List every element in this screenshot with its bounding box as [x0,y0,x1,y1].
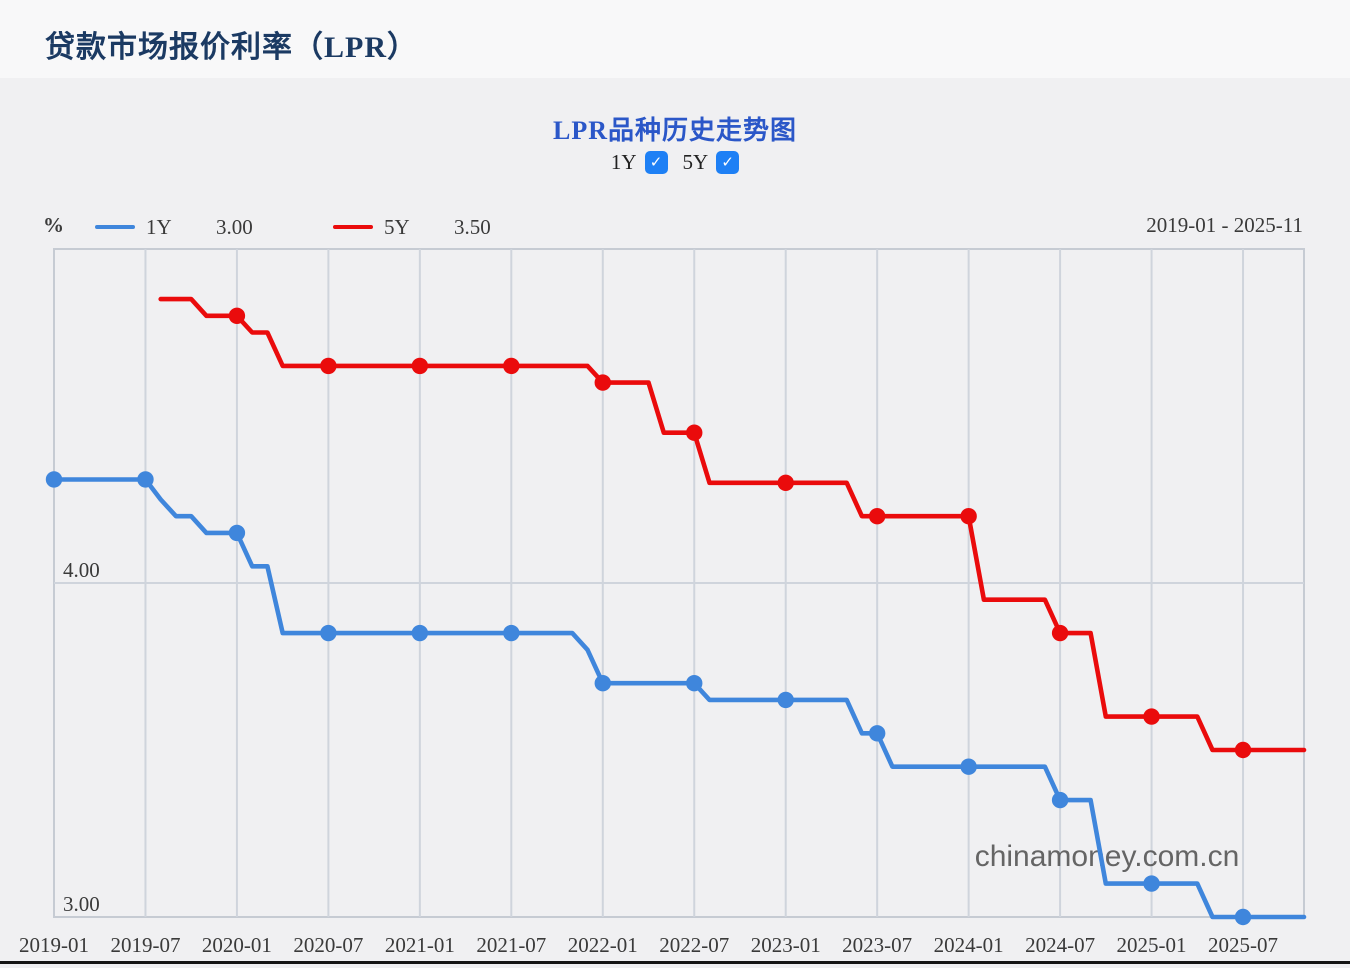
x-tick-label: 2019-07 [110,933,180,957]
date-range-label: 2019-01 - 2025-11 [1146,213,1303,237]
y-axis-unit-label: % [43,213,64,237]
toggle-label-5y: 5Y [682,149,709,174]
data-point-1y [960,758,977,775]
data-point-1y [777,691,794,709]
data-point-1y [411,624,429,642]
series-line-1y [51,477,1307,920]
y-tick-label: 3.00 [63,892,100,916]
legend-label-5y: 5Y [384,214,410,239]
data-point-1y [503,624,520,642]
checkmark-icon: ✓ [649,153,663,171]
x-tick-label: 2023-01 [751,933,821,957]
data-point-1y [137,471,154,488]
data-point-1y [1051,791,1069,809]
legend-value-1y: 3.00 [216,214,253,239]
legend-item-5y: 5Y 3.50 [333,212,491,242]
checkmark-icon: ✓ [721,153,734,171]
x-tick-label: 2021-07 [476,933,546,957]
legend-item-1y: 1Y 3.00 [95,212,253,242]
x-tick-label: 2019-01 [19,933,89,957]
series-line-5y [158,296,1307,753]
legend-label-1y: 1Y [146,214,172,239]
series-toggle-row: 1Y ✓ 5Y ✓ [0,148,1350,176]
data-point-5y [960,508,977,525]
legend-line-swatch-5y [333,225,373,229]
plot-border [53,248,1305,918]
x-tick-label: 2021-01 [385,933,455,957]
data-point-5y [1143,708,1160,725]
data-point-1y [45,471,63,488]
page-header: 贷款市场报价利率（LPR） [0,0,1350,78]
checkbox-5y[interactable]: ✓ [716,150,740,174]
data-point-1y [228,524,246,542]
bottom-divider [0,961,1350,964]
x-tick-label: 2022-01 [568,933,638,957]
x-tick-label: 2022-07 [659,933,729,957]
data-point-1y [594,675,611,692]
legend-line-swatch-1y [95,225,135,229]
data-point-1y [1234,908,1252,926]
x-tick-label: 2025-01 [1117,933,1187,957]
data-point-5y [868,508,886,525]
x-tick-label: 2025-07 [1208,933,1278,957]
checkbox-1y[interactable]: ✓ [644,150,668,174]
data-point-1y [868,725,886,742]
x-tick-label: 2020-01 [202,933,272,957]
toggle-label-1y: 1Y [610,149,637,174]
data-point-1y [320,624,337,642]
x-tick-label: 2020-07 [293,933,363,957]
watermark: chinamoney.com.cn [975,840,1240,873]
x-tick-label: 2023-07 [842,933,912,957]
data-point-5y [777,474,794,491]
x-tick-label: 2024-07 [1025,933,1095,957]
data-point-5y [503,357,520,375]
data-point-5y [686,424,703,441]
data-point-1y [1143,875,1160,892]
x-tick-label: 2024-01 [934,933,1004,957]
data-point-1y [686,675,703,692]
data-point-5y [1051,624,1069,642]
data-point-5y [320,357,337,375]
data-point-5y [594,374,611,391]
data-point-5y [228,307,246,324]
page-title: 贷款市场报价利率（LPR） [45,31,418,64]
data-point-5y [1234,741,1252,759]
legend-value-5y: 3.50 [454,214,491,239]
chart-title: LPR品种历史走势图 [552,116,797,145]
data-point-5y [411,357,429,375]
legend: % 1Y 3.00 5Y 3.50 2019-01 - 2025-11 [0,212,1350,242]
y-tick-label: 4.00 [63,558,100,582]
